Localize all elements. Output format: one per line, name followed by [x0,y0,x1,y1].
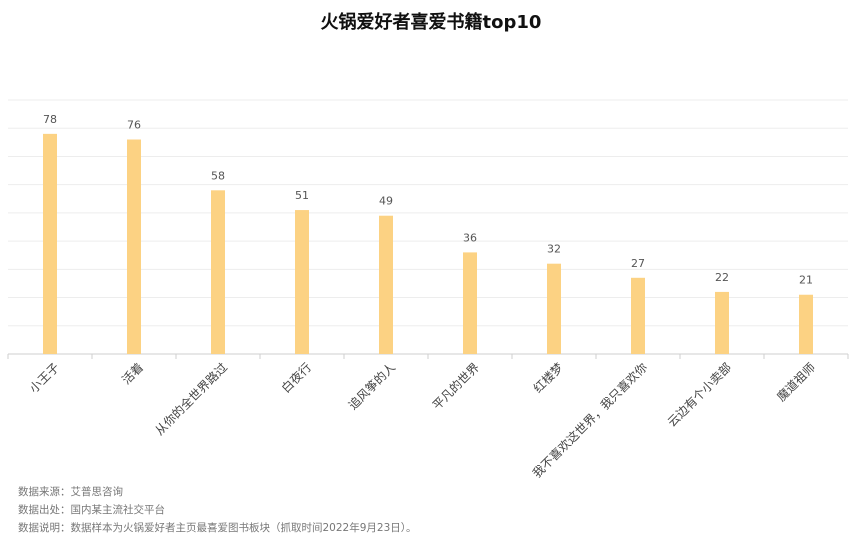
value-label: 51 [295,189,309,202]
x-axis-ticks [7,354,849,359]
value-label: 36 [463,231,477,244]
value-label: 21 [799,274,813,287]
value-label: 27 [631,257,645,270]
chart-title: 火锅爱好者喜爱书籍top10 [320,12,542,33]
category-labels: 小王子 活着 从你的全世界路过 白夜行 追风筝的人 平凡的世界 红楼梦我不喜欢这世界，我只喜… [27,360,818,481]
bar [631,277,645,354]
bar [715,291,729,354]
source-note: 数据来源：艾普思咨询 [18,486,123,498]
bar [43,133,57,354]
footnotes: 数据来源：艾普思咨询 数据出处：国内某主流社交平台 数据说明：数据样本为火锅爱好… [18,483,417,537]
bar [211,190,225,354]
origin-note: 数据出处：国内某主流社交平台 [18,504,165,516]
value-label: 76 [127,119,141,132]
category-label: 白夜行 [278,360,314,396]
description-note: 数据说明：数据样本为火锅爱好者主页最喜爱图书板块（抓取时间2022年9月23日）… [18,522,417,534]
category-label: 红楼梦 [530,360,566,396]
category-label: 云边有个小卖部 [664,360,734,430]
category-label: 魔道祖师 [774,360,819,405]
bar [799,294,813,354]
bar [547,263,561,354]
bar [127,139,141,354]
value-label: 32 [547,243,561,256]
bars [43,133,813,354]
category-label: 活着 [119,360,147,388]
category-label: 从你的全世界路过 [152,360,230,438]
bar [379,215,393,354]
value-label: 49 [379,195,393,208]
category-label: 平凡的世界 [429,360,482,413]
value-label: 58 [211,169,225,182]
value-labels: 78 76 58 51 49 36 32 27 22 21 [43,113,813,287]
category-label: 小王子 [27,360,62,395]
value-label: 22 [715,271,729,284]
value-label: 78 [43,113,57,126]
category-label: 追风筝的人 [345,360,398,413]
bar [463,252,477,354]
bar [295,210,309,354]
